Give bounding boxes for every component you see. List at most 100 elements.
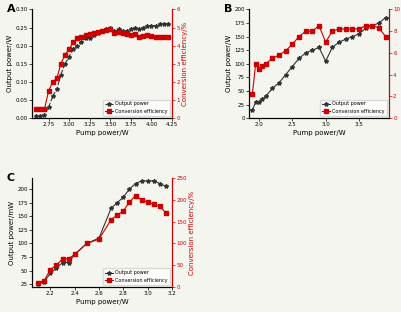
Output power [139,179,144,183]
Conversion efficiency [54,263,59,267]
Conversion efficiency [323,40,328,44]
Conversion efficiency [164,211,168,215]
Y-axis label: Output power/mW: Output power/mW [9,201,14,265]
Conversion efficiency [149,34,154,37]
Output power [161,22,166,26]
Line: Output power: Output power [34,22,170,119]
Conversion efficiency [137,35,142,38]
Output power [145,179,150,183]
Conversion efficiency [104,28,109,32]
Conversion efficiency [63,53,67,56]
Legend: Output power, Conversion efficiency: Output power, Conversion efficiency [103,100,170,116]
Output power [151,179,156,183]
X-axis label: Pump power/W: Pump power/W [76,299,128,305]
Conversion efficiency [336,27,341,31]
Output power [66,261,71,264]
Line: Output power: Output power [36,179,168,286]
Output power [330,46,335,49]
Output power [323,59,328,63]
Text: B: B [224,4,232,14]
Output power [63,62,67,66]
Output power [48,271,53,275]
Conversion efficiency [270,56,275,60]
Output power [55,87,59,91]
Output power [60,261,65,264]
Conversion efficiency [145,33,150,37]
Output power [75,44,80,47]
Conversion efficiency [303,29,308,33]
Conversion efficiency [87,32,92,36]
Output power [263,95,268,98]
X-axis label: Pump power/W: Pump power/W [76,130,128,136]
Conversion efficiency [42,279,47,282]
Output power [97,236,101,240]
Output power [145,24,150,27]
Conversion efficiency [46,89,51,93]
Output power [277,81,282,85]
Output power [128,27,133,31]
Output power [158,182,162,185]
Output power [87,37,92,40]
Conversion efficiency [383,35,388,38]
Conversion efficiency [91,31,96,35]
Output power [67,55,71,58]
Conversion efficiency [124,32,129,36]
Output power [95,31,100,35]
Y-axis label: Output power/W: Output power/W [7,35,13,92]
Output power [343,37,348,41]
Conversion efficiency [83,33,88,37]
Conversion efficiency [277,53,282,57]
Output power [141,26,146,29]
Conversion efficiency [66,257,71,261]
Output power [124,29,129,33]
Conversion efficiency [71,40,76,44]
Line: Output power: Output power [250,15,388,112]
Conversion efficiency [158,205,162,208]
Legend: Output power, Conversion efficiency: Output power, Conversion efficiency [320,100,387,116]
Conversion efficiency [283,49,288,53]
Text: C: C [7,173,15,183]
Output power [166,22,170,26]
Text: A: A [7,4,16,14]
Conversion efficiency [257,67,261,71]
Output power [85,241,89,245]
Conversion efficiency [363,24,368,27]
Conversion efficiency [59,62,63,66]
Output power [71,47,76,51]
X-axis label: Pump power/W: Pump power/W [293,130,345,136]
Conversion efficiency [250,92,255,96]
Output power [303,51,308,55]
Conversion efficiency [109,218,113,222]
Conversion efficiency [145,200,150,204]
Conversion efficiency [316,24,321,27]
Conversion efficiency [42,107,47,111]
Conversion efficiency [297,35,302,38]
Conversion efficiency [128,33,133,37]
Conversion efficiency [263,62,268,66]
Conversion efficiency [116,30,121,34]
Output power [109,206,113,210]
Output power [157,22,162,26]
Output power [253,100,258,104]
Output power [79,40,84,44]
Output power [370,24,375,27]
Output power [290,65,295,68]
Output power [91,33,96,37]
Output power [260,97,265,101]
Output power [250,108,255,112]
Conversion efficiency [75,37,80,40]
Y-axis label: Conversion efficiency/%: Conversion efficiency/% [190,190,195,275]
Conversion efficiency [34,107,38,111]
Conversion efficiency [350,27,355,31]
Conversion efficiency [55,76,59,80]
Output power [59,73,63,76]
Output power [38,115,43,118]
Output power [46,105,51,109]
Conversion efficiency [151,202,156,206]
Conversion efficiency [97,237,101,241]
Conversion efficiency [141,34,146,37]
Conversion efficiency [343,27,348,31]
Output power [297,56,302,60]
Output power [363,27,368,30]
Conversion efficiency [127,200,132,204]
